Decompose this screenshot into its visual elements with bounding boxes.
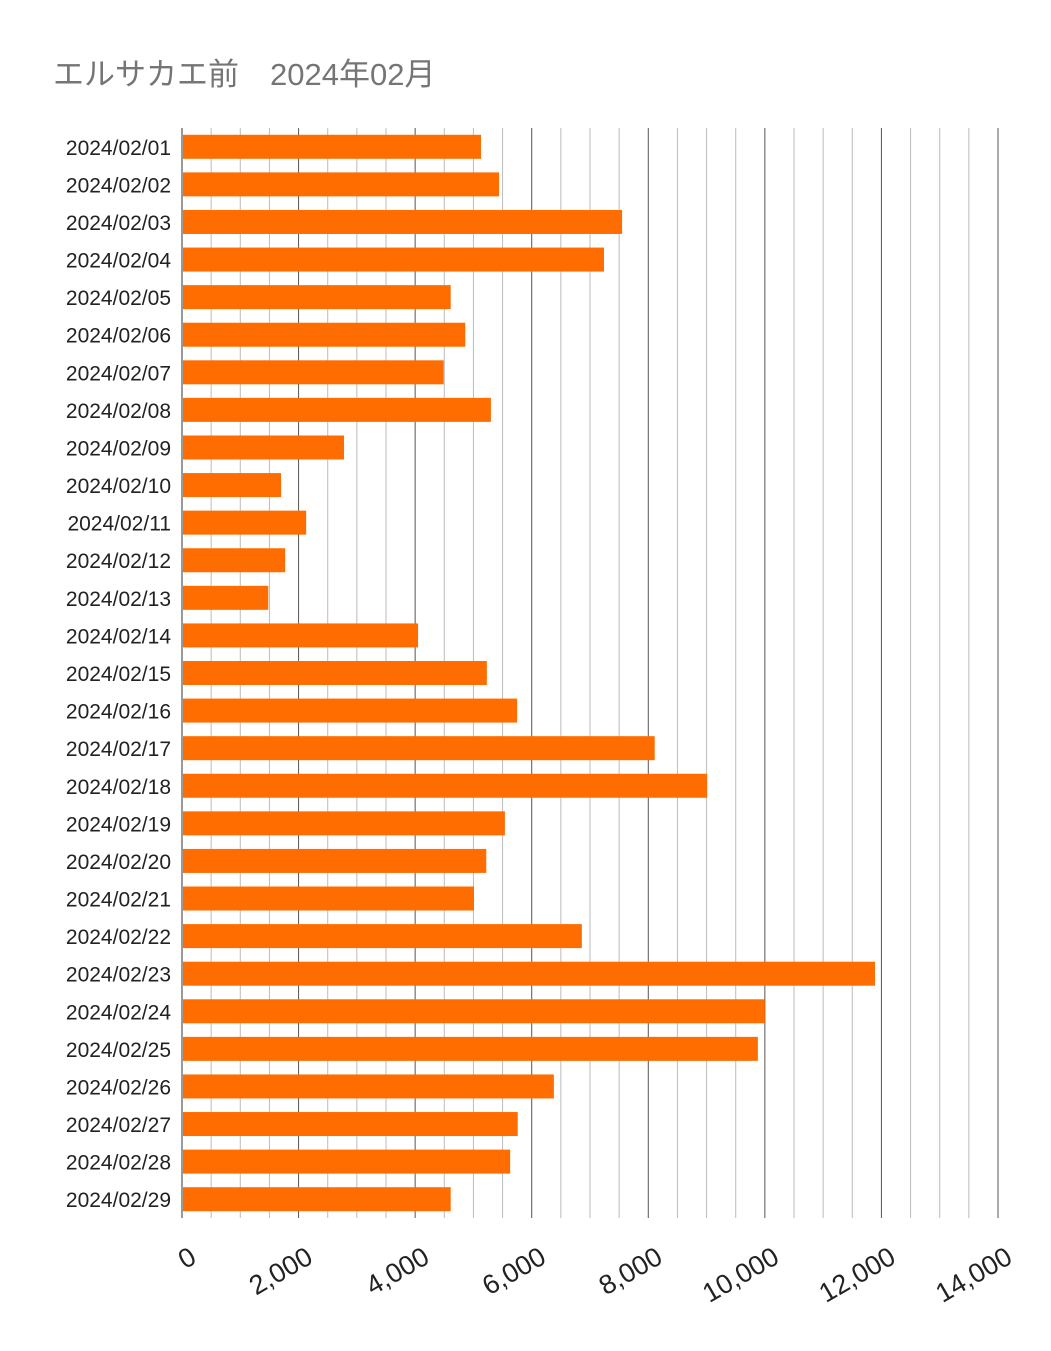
- y-tick-label: 2024/02/05: [66, 287, 171, 310]
- y-tick-label: 2024/02/29: [66, 1189, 171, 1212]
- y-tick-label: 2024/02/08: [66, 400, 171, 423]
- x-tick-label: 2,000: [244, 1241, 318, 1301]
- y-tick-label: 2024/02/27: [66, 1114, 171, 1137]
- bar: [183, 848, 487, 873]
- y-tick-label: 2024/02/26: [66, 1076, 171, 1099]
- y-tick-label: 2024/02/10: [66, 475, 171, 498]
- y-tick-label: 2024/02/28: [66, 1152, 171, 1175]
- bar: [183, 209, 623, 234]
- x-tick-label: 6,000: [477, 1241, 551, 1301]
- y-tick-label: 2024/02/14: [66, 625, 171, 648]
- bar: [183, 1112, 518, 1137]
- bar: [183, 285, 451, 310]
- y-tick-label: 2024/02/13: [66, 588, 171, 611]
- y-tick-label: 2024/02/02: [66, 174, 171, 197]
- y-tick-label: 2024/02/21: [66, 889, 171, 912]
- bar: [183, 322, 466, 347]
- y-tick-label: 2024/02/23: [66, 964, 171, 987]
- bar: [183, 1074, 554, 1099]
- bar: [183, 435, 345, 460]
- y-tick-label: 2024/02/11: [67, 513, 171, 536]
- y-tick-label: 2024/02/06: [66, 325, 171, 348]
- x-tick-label: 12,000: [814, 1241, 901, 1308]
- chart-title: エルサカエ前 2024年02月: [53, 57, 435, 92]
- y-tick-label: 2024/02/18: [66, 776, 171, 799]
- y-tick-label: 2024/02/17: [66, 738, 171, 761]
- x-tick-label: 0: [173, 1241, 201, 1274]
- y-tick-label: 2024/02/03: [66, 212, 171, 235]
- y-tick-label: 2024/02/19: [66, 813, 171, 836]
- bar: [183, 886, 475, 911]
- y-tick-label: 2024/02/22: [66, 926, 171, 949]
- bar: [183, 811, 505, 836]
- x-tick-label: 14,000: [930, 1241, 1017, 1308]
- bar: [183, 623, 419, 648]
- y-tick-label: 2024/02/07: [66, 362, 171, 385]
- x-tick-label: 8,000: [594, 1241, 668, 1301]
- bar: [183, 510, 307, 535]
- bar: [183, 247, 604, 272]
- y-tick-label: 2024/02/24: [66, 1001, 171, 1024]
- bar: [183, 134, 482, 159]
- x-tick-label: 10,000: [697, 1241, 784, 1308]
- x-tick-label: 4,000: [361, 1241, 435, 1301]
- y-tick-label: 2024/02/04: [66, 250, 171, 273]
- y-tick-label: 2024/02/15: [66, 663, 171, 686]
- bar: [183, 698, 518, 723]
- bar: [183, 661, 487, 685]
- bar: [183, 736, 655, 761]
- bar: [183, 773, 708, 798]
- bar: [183, 1149, 511, 1174]
- bar: [183, 360, 444, 385]
- y-tick-label: 2024/02/16: [66, 701, 171, 724]
- y-tick-label: 2024/02/12: [66, 550, 171, 573]
- bar: [183, 999, 765, 1024]
- bar: [183, 961, 876, 986]
- y-tick-label: 2024/02/25: [66, 1039, 171, 1062]
- bar: [183, 473, 282, 498]
- bar: [183, 1187, 451, 1212]
- bar: [183, 397, 491, 422]
- bar: [183, 1036, 758, 1061]
- bar: [183, 585, 269, 610]
- y-tick-label: 2024/02/20: [66, 851, 171, 874]
- bar: [183, 172, 500, 197]
- y-tick-label: 2024/02/01: [66, 137, 171, 160]
- y-tick-label: 2024/02/09: [66, 437, 171, 460]
- bar: [183, 548, 286, 573]
- bar: [183, 924, 582, 949]
